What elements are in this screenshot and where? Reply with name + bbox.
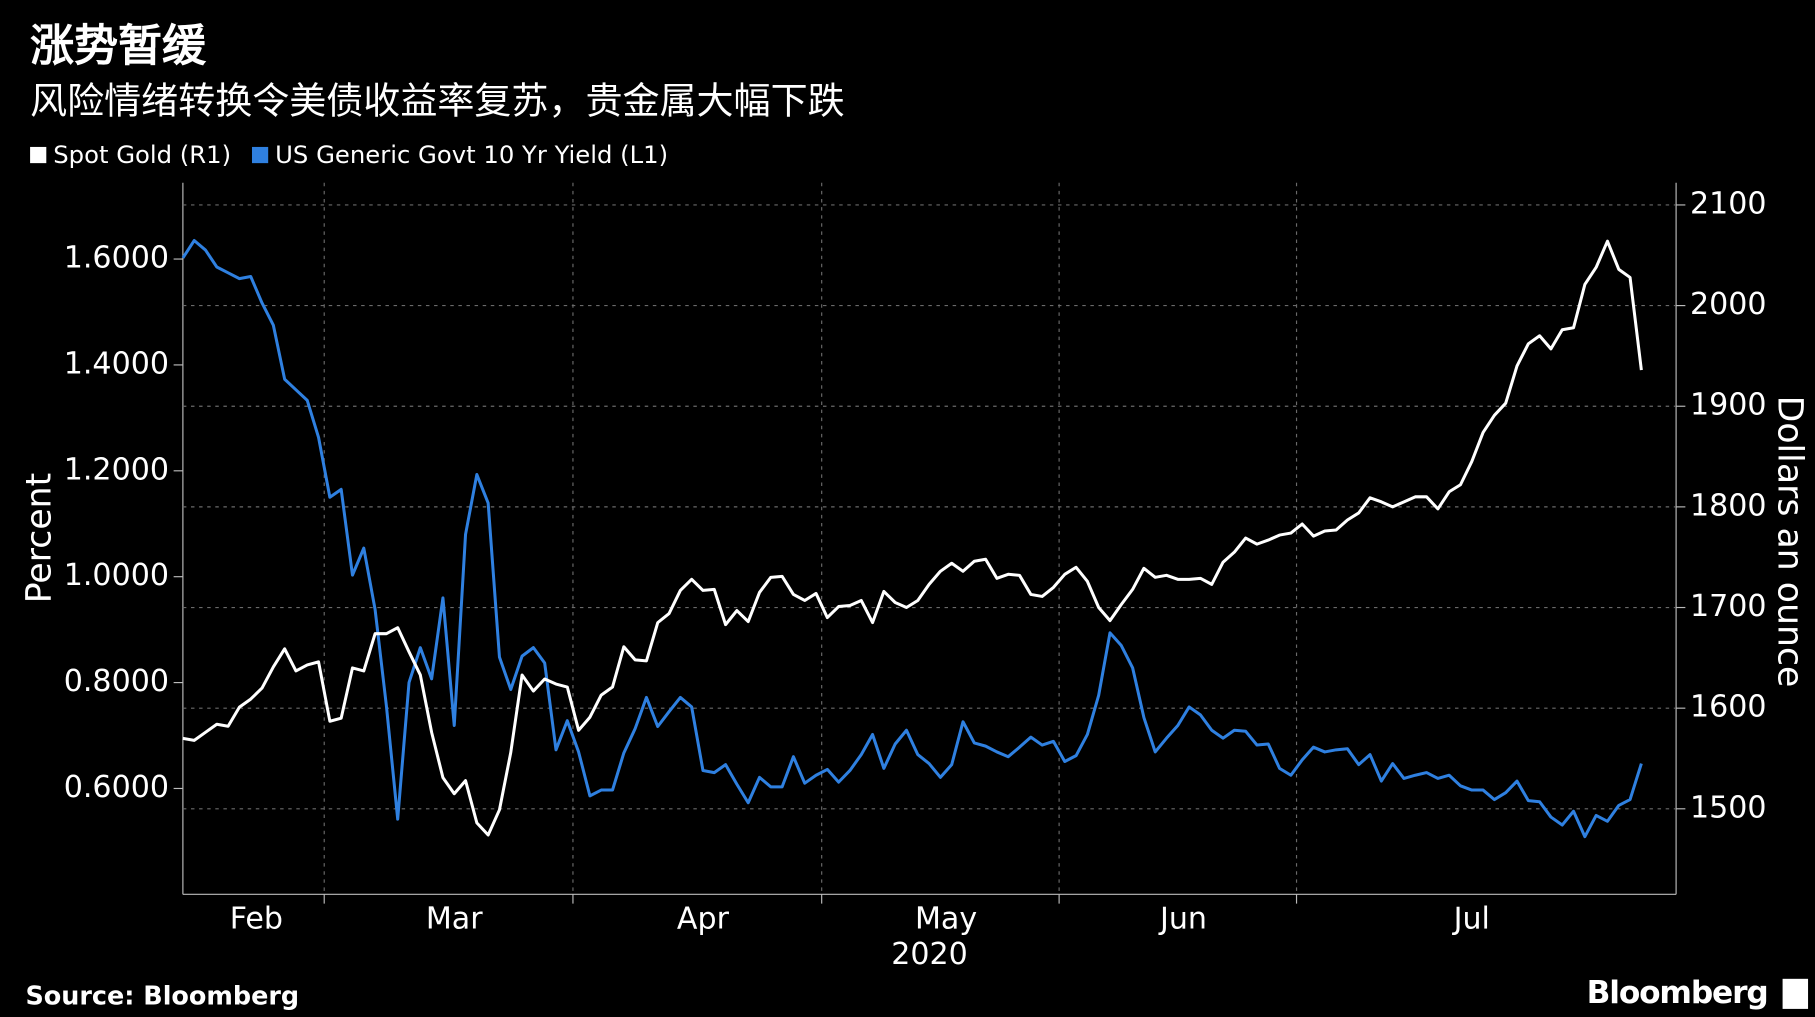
y-tick-label: 1.2000 — [64, 452, 169, 487]
series-line — [181, 239, 1643, 839]
series-line — [182, 239, 1643, 837]
y-tick-label: 1.4000 — [64, 346, 169, 381]
x-tick-label: Jun — [1158, 901, 1207, 936]
legend-label: US Generic Govt 10 Yr Yield (L1) — [275, 140, 668, 169]
source-note: Source: Bloomberg — [25, 981, 299, 1011]
x-tick-label: Mar — [426, 901, 483, 936]
y2-tick-label: 1900 — [1690, 388, 1767, 423]
y2-tick-label: 1800 — [1690, 488, 1767, 523]
y2-tick-label: 2100 — [1690, 186, 1767, 221]
y-tick-label: 1.0000 — [64, 558, 169, 593]
x-tick-label: Feb — [230, 901, 283, 936]
y2-axis-label: Dollars an ounce — [1769, 396, 1809, 688]
chart-subtitle: 风险情绪转换令美债收益率复苏，贵金属大幅下跌 — [30, 79, 845, 122]
y2-tick-label: 1600 — [1690, 690, 1767, 725]
brand-icon — [1782, 978, 1809, 1009]
y2-tick-label: 1700 — [1690, 589, 1767, 624]
y2-tick-label: 2000 — [1690, 287, 1767, 322]
y-tick-label: 1.6000 — [64, 241, 169, 276]
y-tick-label: 0.6000 — [64, 770, 169, 805]
y-axis-label: Percent — [20, 473, 60, 604]
legend-swatch — [251, 146, 269, 164]
y2-tick-label: 1500 — [1690, 790, 1767, 825]
y-tick-label: 0.8000 — [64, 664, 169, 699]
x-tick-label: Apr — [677, 901, 730, 936]
x-axis-label: 2020 — [891, 937, 968, 972]
legend-swatch — [30, 146, 47, 164]
chart-title: 涨势暂缓 — [30, 21, 207, 72]
x-tick-label: Jul — [1452, 901, 1490, 936]
brand-logo: Bloomberg — [1587, 975, 1768, 1011]
legend-label: Spot Gold (R1) — [53, 140, 231, 169]
x-tick-label: May — [915, 901, 977, 936]
